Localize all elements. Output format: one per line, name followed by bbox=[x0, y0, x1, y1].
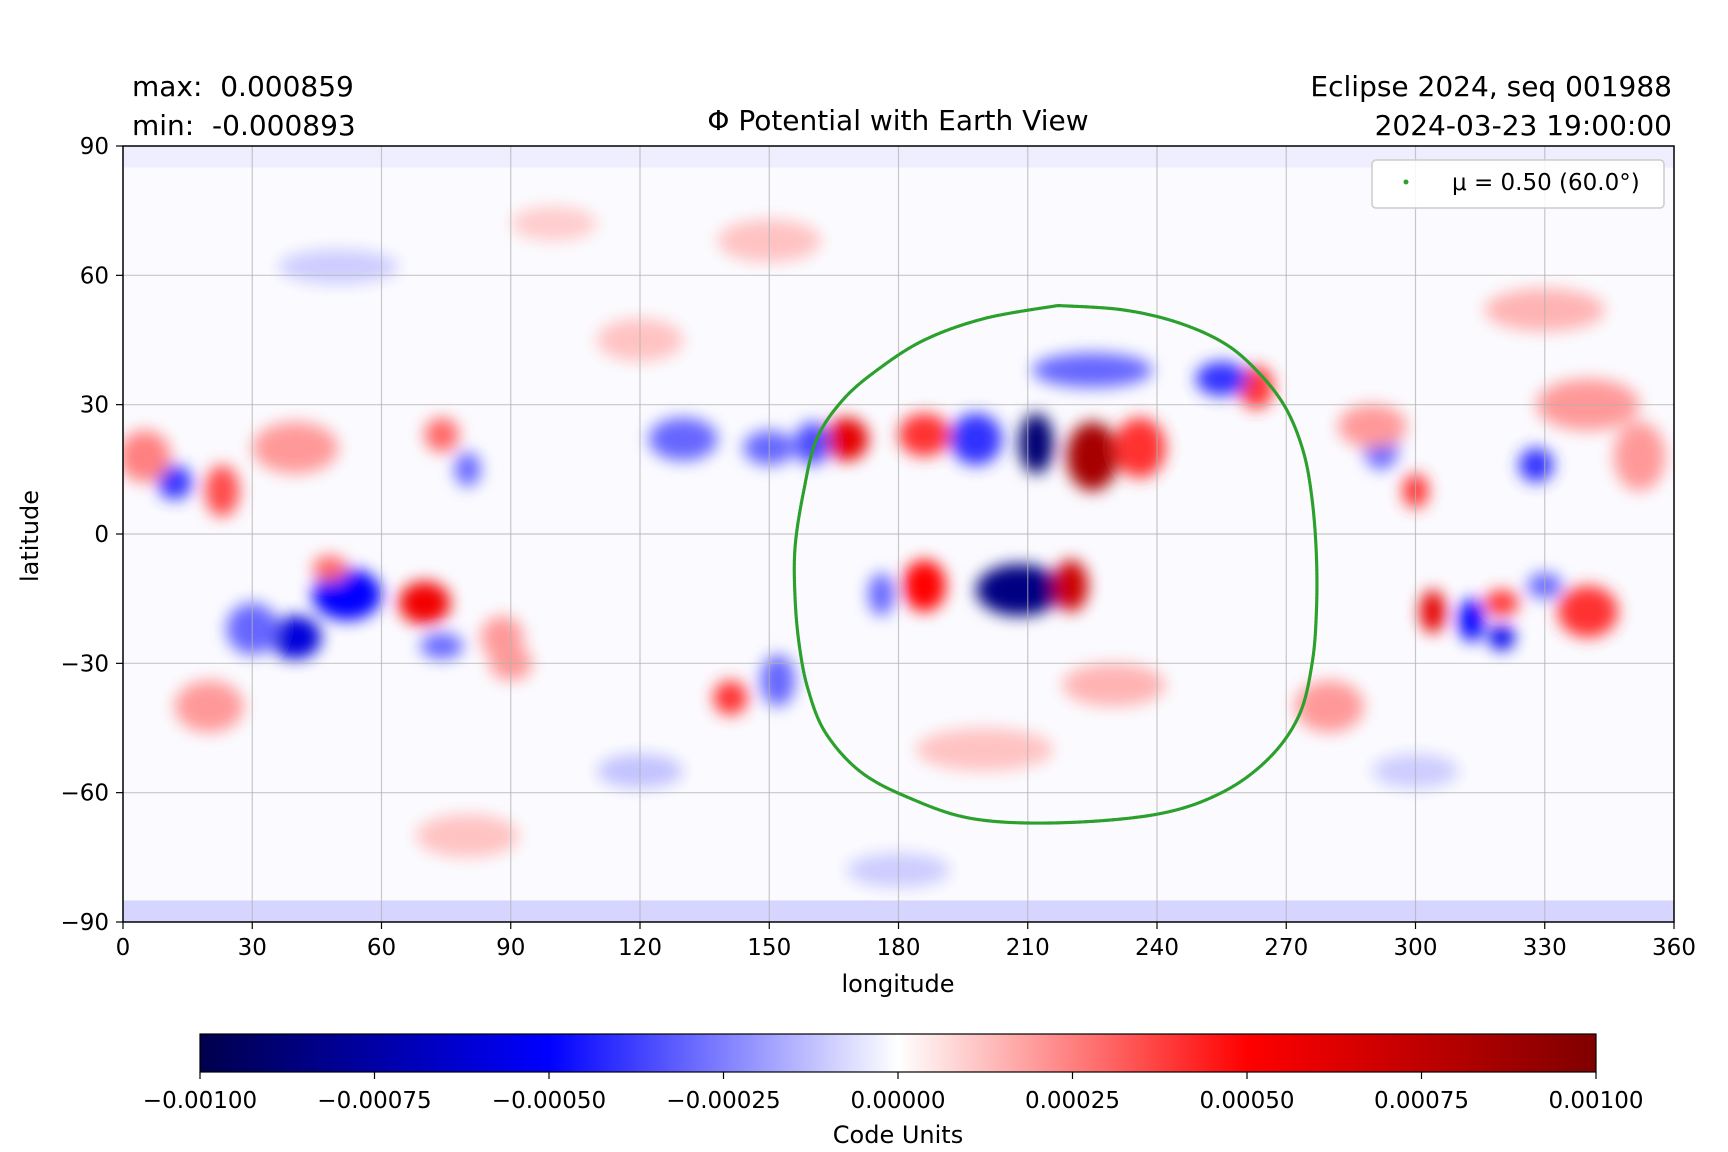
field-feature-47 bbox=[510, 206, 597, 241]
field-feature-14 bbox=[648, 417, 718, 461]
colorbar-ticks: −0.00100 −0.00075 −0.00050 −0.00025 0.00000 0… bbox=[143, 1072, 1644, 1114]
colorbar-label: Code Units bbox=[833, 1121, 963, 1149]
max-label: max: 0.000859 bbox=[132, 70, 354, 103]
field-feature-26 bbox=[312, 555, 348, 582]
colorbar-tick-label: −0.00075 bbox=[317, 1088, 431, 1114]
x-tick-label: 270 bbox=[1264, 935, 1308, 961]
field-feature-17 bbox=[204, 465, 240, 517]
colorbar-tick-label: 0.00000 bbox=[850, 1088, 945, 1114]
field-feature-39 bbox=[1518, 447, 1554, 483]
field-feature-7 bbox=[795, 421, 830, 466]
field-feature-43 bbox=[174, 680, 244, 733]
mu-contour bbox=[792, 303, 1319, 825]
x-tick-label: 240 bbox=[1135, 935, 1179, 961]
field-feature-31 bbox=[1419, 590, 1446, 634]
y-tick-label: −90 bbox=[60, 910, 109, 936]
field-feature-5 bbox=[868, 572, 895, 616]
field-feature-33 bbox=[1488, 624, 1515, 651]
x-tick-label: 0 bbox=[116, 935, 131, 961]
field-feature-16 bbox=[157, 465, 192, 500]
legend-marker bbox=[1403, 179, 1409, 185]
x-tick-label: 180 bbox=[877, 935, 921, 961]
field-feature-6 bbox=[825, 417, 869, 461]
legend: μ = 0.50 (60.0°) bbox=[1371, 159, 1665, 209]
x-tick-label: 30 bbox=[238, 935, 267, 961]
plot-area: 0 30 60 90 120 150 180 210 240 270 300 330 360 −90−6… bbox=[60, 134, 1696, 961]
y-axis-label: latitude bbox=[16, 490, 44, 582]
field-feature-10 bbox=[1113, 417, 1166, 478]
field-feature-4 bbox=[902, 559, 946, 612]
field-feature-3 bbox=[1053, 559, 1089, 612]
x-tick-label: 330 bbox=[1523, 935, 1567, 961]
field-feature-35 bbox=[1557, 585, 1618, 638]
legend-label: μ = 0.50 (60.0°) bbox=[1452, 170, 1640, 196]
field-feature-13 bbox=[1032, 352, 1153, 388]
x-axis-label: longitude bbox=[841, 970, 954, 998]
field-feature-20 bbox=[424, 417, 460, 453]
colorbar-tick-label: −0.00025 bbox=[666, 1088, 780, 1114]
field-feature-18 bbox=[123, 430, 171, 483]
run-label: Eclipse 2024, seq 001988 bbox=[1310, 70, 1672, 103]
field-feature-34 bbox=[1484, 590, 1519, 616]
field-feature-8 bbox=[950, 413, 1002, 466]
field-feature-0 bbox=[1019, 413, 1054, 474]
field-feature-1 bbox=[1066, 421, 1119, 491]
field-feature-25 bbox=[398, 581, 451, 625]
x-axis: 0 30 60 90 120 150 180 210 240 270 300 330 360 bbox=[116, 922, 1696, 961]
field-feature-51 bbox=[915, 728, 1054, 772]
colorbar-tick-label: 0.00025 bbox=[1025, 1088, 1120, 1114]
field-feature-29 bbox=[713, 680, 748, 716]
y-tick-label: 60 bbox=[80, 263, 109, 289]
field-feature-41 bbox=[1613, 421, 1666, 491]
field-feature-42 bbox=[1337, 404, 1407, 448]
colorbar-gradient bbox=[199, 1033, 1597, 1073]
y-tick-label: 30 bbox=[80, 393, 109, 419]
field-feature-54 bbox=[1062, 663, 1166, 707]
colorbar-tick-label: −0.00100 bbox=[143, 1088, 257, 1114]
field-feature-32 bbox=[1458, 598, 1485, 642]
min-label: min: -0.000893 bbox=[132, 109, 356, 142]
field-feature-9 bbox=[898, 413, 951, 457]
colorbar-tick-label: 0.00050 bbox=[1199, 1088, 1294, 1114]
colorbar: −0.00100 −0.00075 −0.00050 −0.00025 0.00000 0… bbox=[143, 1033, 1644, 1149]
x-tick-label: 90 bbox=[496, 935, 525, 961]
time-label: 2024-03-23 19:00:00 bbox=[1375, 109, 1672, 142]
x-tick-label: 360 bbox=[1652, 935, 1696, 961]
field-feature-49 bbox=[415, 814, 520, 858]
colorbar-tick-label: 0.00075 bbox=[1374, 1088, 1469, 1114]
field-feature-55 bbox=[1294, 680, 1364, 733]
field-feature-19 bbox=[252, 421, 339, 474]
grid bbox=[123, 146, 1674, 922]
chart-title: Φ Potential with Earth View bbox=[707, 104, 1088, 137]
x-tick-label: 210 bbox=[1006, 935, 1050, 961]
field-feature-48 bbox=[278, 249, 399, 284]
field-feature-23 bbox=[312, 568, 382, 621]
field-feature-11 bbox=[1238, 365, 1274, 409]
field-feature-27 bbox=[420, 633, 464, 660]
colorbar-tick-label: −0.00050 bbox=[492, 1088, 606, 1114]
mu-contour-line bbox=[792, 303, 1319, 825]
field-feature-21 bbox=[454, 452, 481, 487]
colorbar-tick-label: 0.00100 bbox=[1548, 1088, 1643, 1114]
y-axis: −90 −60 −30 0 30 60 90 bbox=[60, 134, 123, 936]
field-feature-22 bbox=[269, 615, 322, 660]
field-feature-12 bbox=[1195, 361, 1248, 397]
field-feature-30 bbox=[760, 654, 796, 707]
y-tick-label: 0 bbox=[94, 522, 109, 548]
x-tick-label: 150 bbox=[747, 935, 791, 961]
x-tick-label: 120 bbox=[618, 935, 662, 961]
legend-box bbox=[1371, 159, 1665, 209]
field-feature-2 bbox=[976, 564, 1063, 616]
y-tick-label: −30 bbox=[60, 651, 109, 677]
y-tick-label: 90 bbox=[80, 134, 109, 160]
y-tick-label: −60 bbox=[60, 781, 109, 807]
x-tick-label: 300 bbox=[1394, 935, 1438, 961]
x-tick-label: 60 bbox=[367, 935, 396, 961]
